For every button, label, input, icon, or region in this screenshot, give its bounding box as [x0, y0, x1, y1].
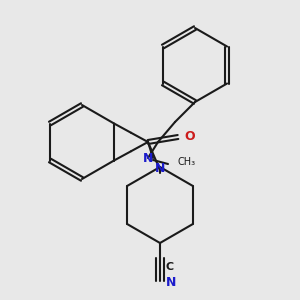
- Text: C: C: [166, 262, 174, 272]
- Text: N: N: [166, 277, 176, 290]
- Text: N: N: [143, 152, 153, 164]
- Text: N: N: [155, 161, 165, 175]
- Text: O: O: [184, 130, 195, 143]
- Text: CH₃: CH₃: [178, 157, 196, 167]
